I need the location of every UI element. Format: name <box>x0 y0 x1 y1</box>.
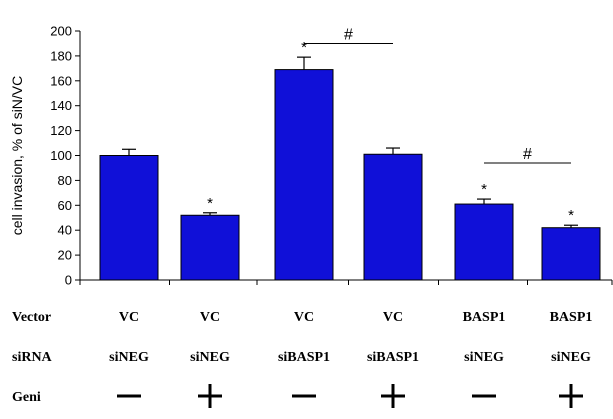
bar <box>181 215 239 280</box>
y-axis-title: cell invasion, % of siN/VC <box>9 76 25 236</box>
condition-cell: + <box>567 390 575 405</box>
condition-cell: VC <box>383 310 403 325</box>
row-label: Geni <box>12 390 41 405</box>
condition-cell: siNEG <box>464 350 504 365</box>
bar <box>364 154 422 280</box>
condition-cell: siNEG <box>109 350 149 365</box>
y-tick-label: 0 <box>65 273 72 288</box>
bars: * * * * # # <box>100 26 600 280</box>
y-tick-label: 120 <box>50 123 72 138</box>
row-label: siRNA <box>12 350 53 365</box>
row-label: Vector <box>12 310 51 325</box>
significance-asterisk: * <box>301 39 307 56</box>
y-tick-label: 200 <box>50 24 72 39</box>
bar <box>100 156 158 281</box>
condition-cell: − <box>300 390 308 405</box>
condition-cell: + <box>389 390 397 405</box>
condition-table: Vector VC VC VC VC BASP1 BASP1 siRNA siNEG siNEG s… <box>12 310 592 408</box>
significance-asterisk: * <box>481 181 487 198</box>
y-tick-label: 100 <box>50 148 72 163</box>
condition-cell: siBASP1 <box>278 350 330 365</box>
y-tick-label: 160 <box>50 73 72 88</box>
y-tick-label: 40 <box>58 223 72 238</box>
y-tick-label: 80 <box>58 173 72 188</box>
bar <box>275 70 333 280</box>
condition-cell: BASP1 <box>463 310 506 325</box>
y-tick-label: 140 <box>50 98 72 113</box>
significance-asterisk: * <box>568 207 574 224</box>
condition-cell: − <box>480 390 488 405</box>
condition-cell: siBASP1 <box>367 350 419 365</box>
significance-asterisk: * <box>207 195 213 212</box>
condition-cell: VC <box>119 310 139 325</box>
condition-cell: BASP1 <box>550 310 593 325</box>
condition-cell: + <box>206 390 214 405</box>
y-tick-label: 60 <box>58 198 72 213</box>
condition-cell: VC <box>200 310 220 325</box>
significance-hash: # <box>523 146 532 163</box>
condition-cell: − <box>125 390 133 405</box>
significance-hash: # <box>344 26 353 43</box>
condition-cell: siNEG <box>190 350 230 365</box>
condition-cell: siNEG <box>551 350 591 365</box>
bar <box>542 228 600 280</box>
condition-cell: VC <box>294 310 314 325</box>
y-tick-label: 20 <box>58 248 72 263</box>
bar <box>455 204 513 280</box>
y-tick-label: 180 <box>50 48 72 63</box>
